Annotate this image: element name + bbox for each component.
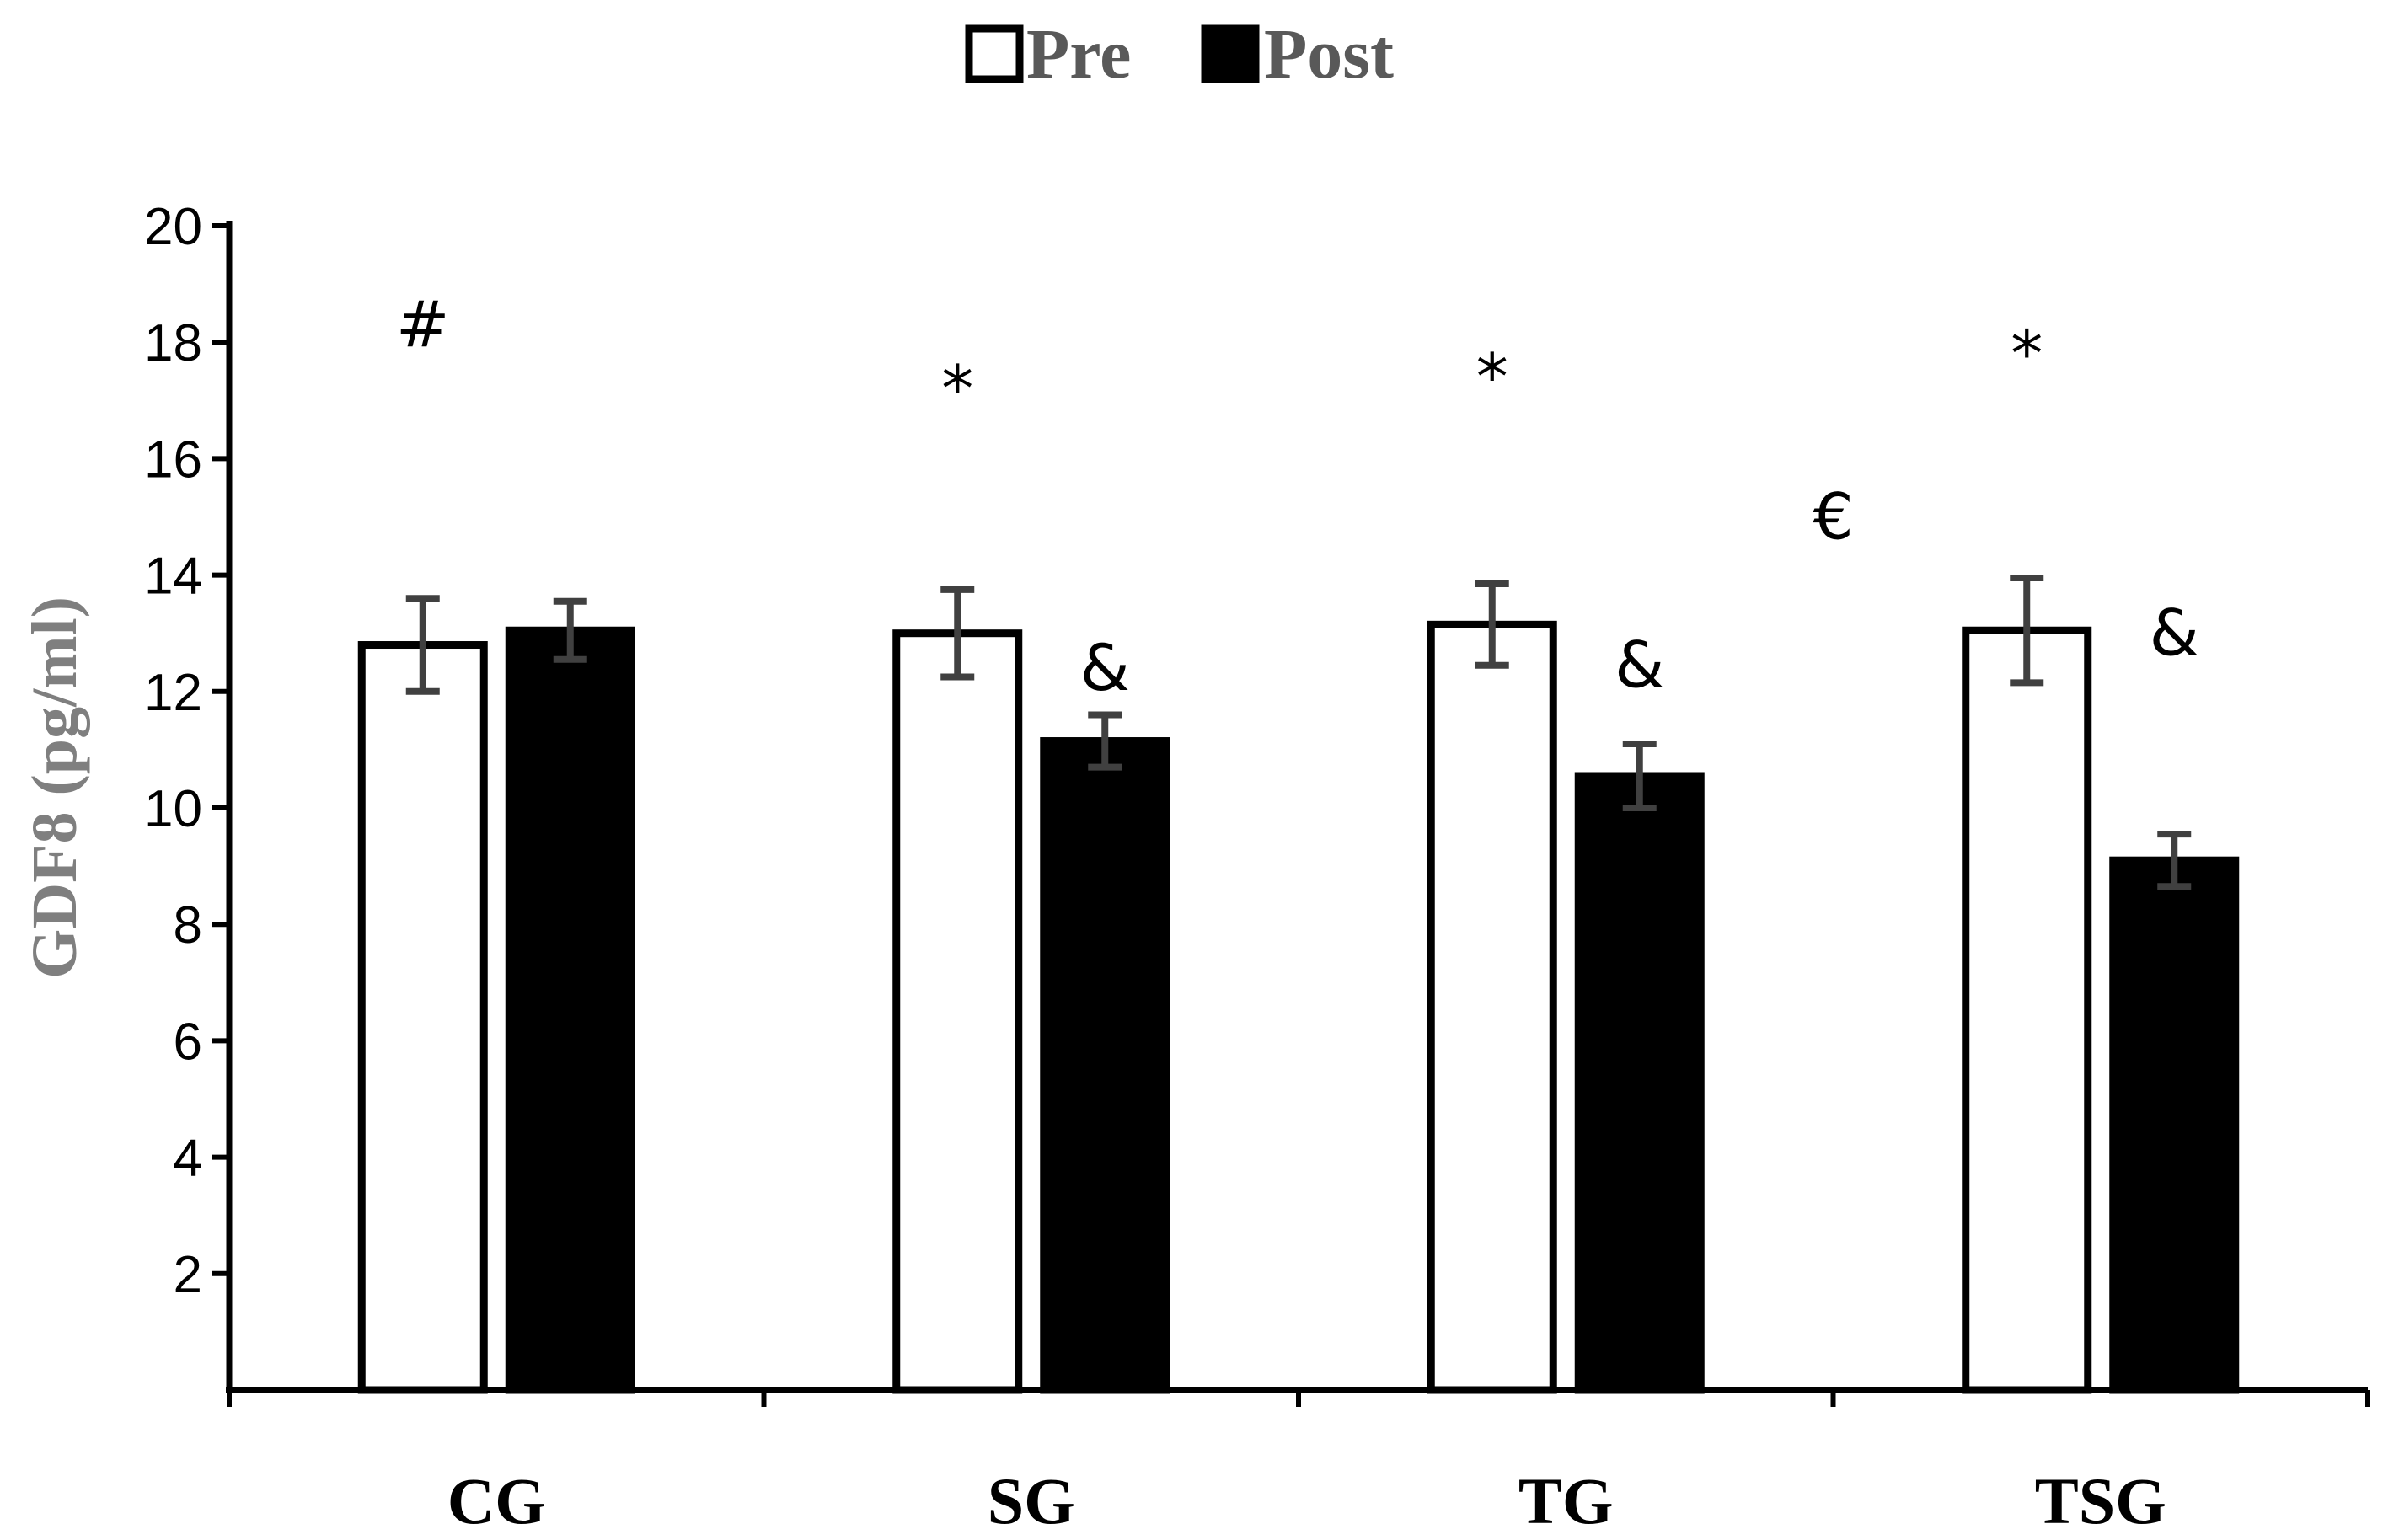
plot-area: 2 4 6 8 10 12 14 16 18 20 CG SG TG TSG # * & * & € * & xyxy=(144,198,2370,1537)
y-tick-label: 6 xyxy=(174,1013,202,1071)
bar-pre-tsg xyxy=(1962,626,2092,1394)
y-tick-label: 16 xyxy=(144,430,202,489)
y-tick-label: 20 xyxy=(144,198,202,256)
y-tick-label: 10 xyxy=(144,780,202,838)
annotation-asterisk: * xyxy=(1476,340,1508,414)
annotation-hash: # xyxy=(396,286,450,361)
x-category-label-tg: TG xyxy=(1518,1464,1614,1537)
annotation-ampersand: & xyxy=(1615,628,1664,703)
y-axis-label: GDF8 (pg/ml) xyxy=(19,596,90,979)
annotation-asterisk: * xyxy=(2011,316,2043,391)
y-tick-label: 2 xyxy=(174,1246,202,1304)
annotation-ampersand: & xyxy=(1080,630,1130,705)
bar-post-cg xyxy=(505,626,635,1394)
x-category-label-tsg: TSG xyxy=(2035,1464,2166,1537)
y-tick-label: 4 xyxy=(174,1130,202,1188)
y-tick-label: 12 xyxy=(144,664,202,722)
x-category-label-sg: SG xyxy=(988,1464,1075,1537)
y-tick-label: 8 xyxy=(174,896,202,954)
legend-label-pre: Pre xyxy=(1026,15,1131,94)
bar-pre-sg xyxy=(892,629,1023,1394)
bar-pre-tg xyxy=(1427,620,1557,1394)
x-category-label-cg: CG xyxy=(447,1464,546,1537)
bar-post-tg xyxy=(1574,772,1705,1394)
bar-post-tsg xyxy=(2109,856,2240,1394)
y-tick-label: 14 xyxy=(144,548,202,606)
legend: Pre Post xyxy=(965,15,1394,94)
y-tick-label: 18 xyxy=(144,314,202,372)
annotation-ampersand: & xyxy=(2150,596,2199,671)
annotation-asterisk: * xyxy=(941,350,973,425)
legend-swatch-post xyxy=(1201,24,1260,83)
bar-post-sg xyxy=(1040,737,1170,1394)
bar-pre-cg xyxy=(357,641,488,1394)
legend-label-post: Post xyxy=(1264,15,1394,94)
annotation-euro: € xyxy=(1813,479,1853,554)
legend-swatch-pre xyxy=(965,24,1024,83)
